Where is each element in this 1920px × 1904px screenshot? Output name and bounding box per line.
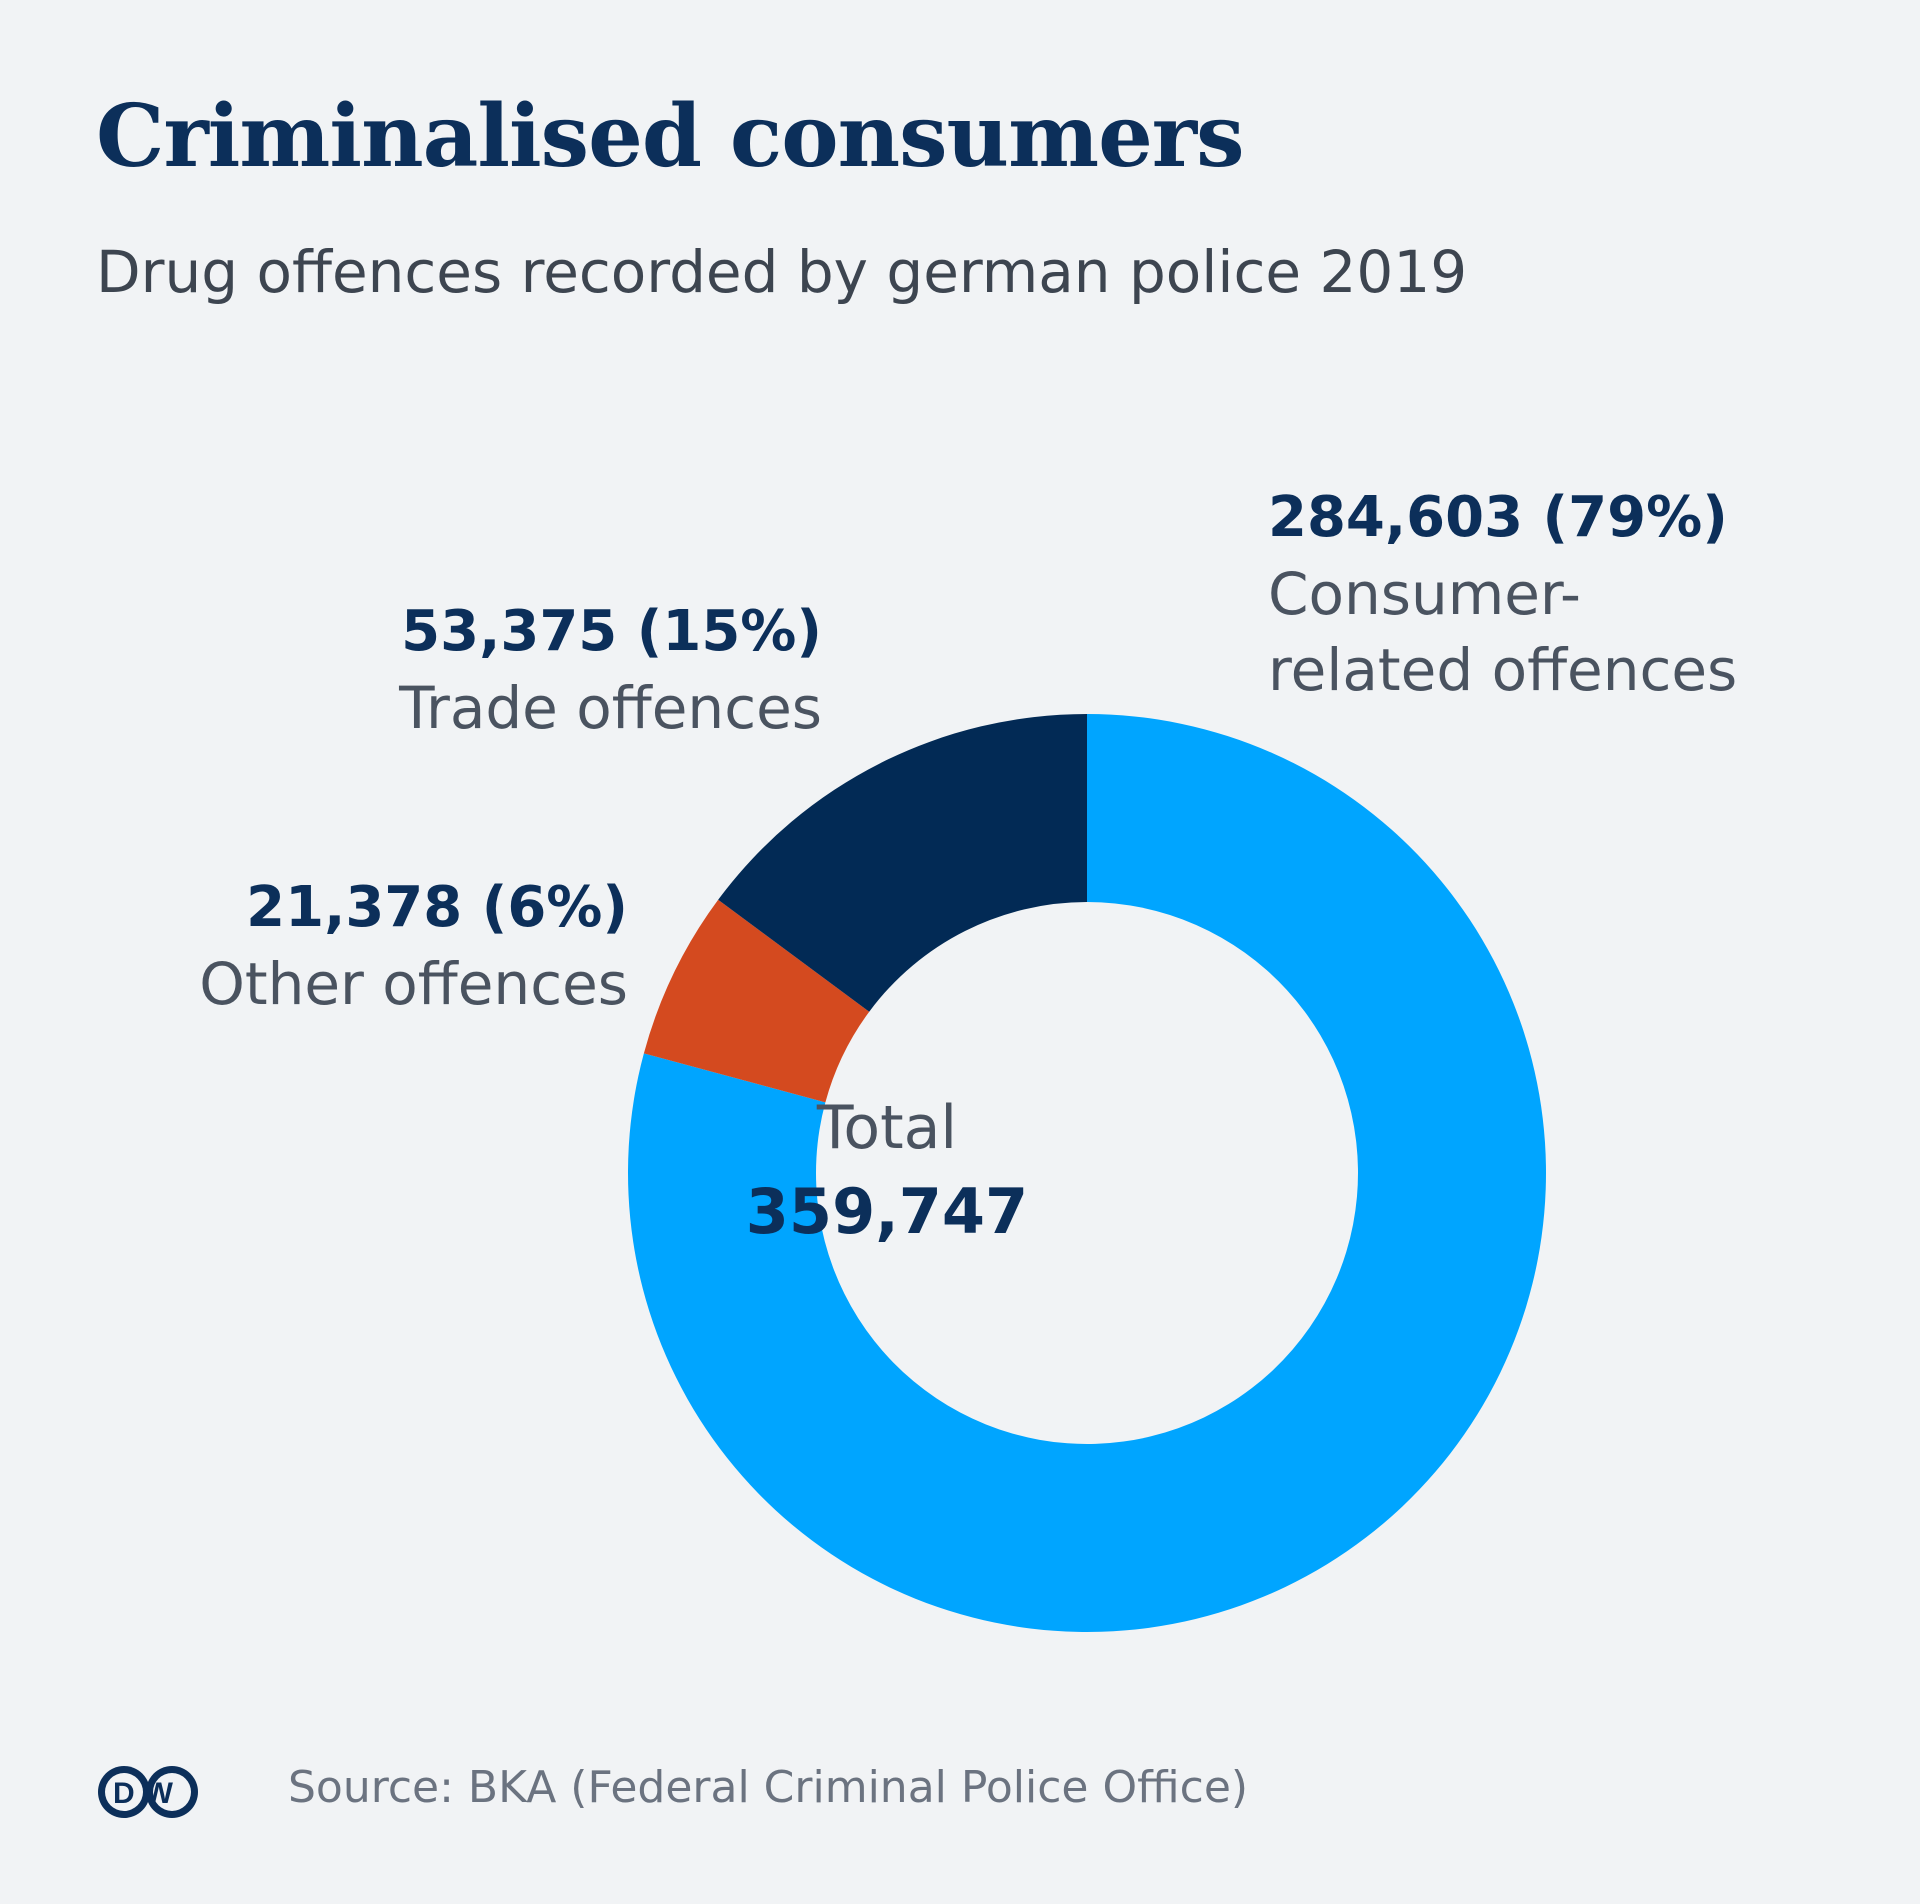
value-label-consumer: 284,603 (79%) [1268,485,1728,550]
label-consumer-offences: 284,603 (79%) Consumer- related offences [1268,480,1737,708]
label-other-offences: 21,378 (6%) Other offences [199,870,628,1022]
label-trade-offences: 53,375 (15%) Trade offences [399,594,822,746]
value-label-other: 21,378 (6%) [246,875,628,940]
total-value: 359,747 [745,1175,1029,1248]
dw-logo-icon: DW [98,1766,198,1818]
chart-title: Criminalised consumers [96,86,1245,187]
category-label-consumer-line1: Consumer- [1268,560,1581,628]
total-label: Total [816,1093,958,1163]
center-total: Total 359,747 [687,1086,1087,1254]
donut-slice-trade-offences [718,713,1087,1012]
category-label-other: Other offences [199,950,628,1018]
value-label-trade: 53,375 (15%) [401,599,822,664]
source-note: Source: BKA (Federal Criminal Police Off… [288,1762,1249,1813]
donut-slice-consumer-related-offences [628,714,1546,1632]
category-label-consumer-line2: related offences [1268,636,1738,704]
category-label-trade: Trade offences [399,674,822,742]
svg-text:DW: DW [113,1777,183,1810]
donut-slice-other-offences [643,899,870,1103]
chart-subtitle: Drug offences recorded by german police … [96,238,1468,306]
